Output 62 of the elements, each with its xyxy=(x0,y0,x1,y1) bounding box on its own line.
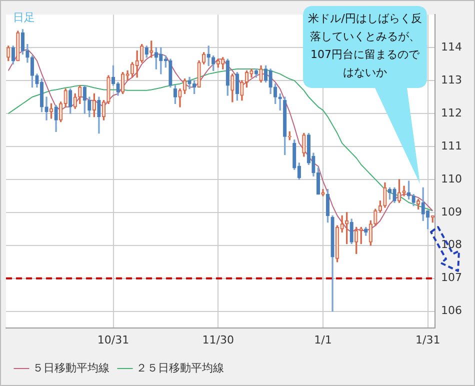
candlestick xyxy=(212,55,216,71)
candlestick xyxy=(130,62,134,78)
candlestick xyxy=(226,58,230,96)
candlestick xyxy=(406,180,411,200)
candlestick xyxy=(335,225,340,262)
candlestick xyxy=(106,75,110,104)
annotation: 米ドル/円はしばらく反落していくとみるが、107円台に留まるのではないか xyxy=(307,11,423,81)
candlestick xyxy=(354,226,358,254)
x-tick-label: 1/31 xyxy=(416,333,440,346)
x-tick-label: 10/31 xyxy=(97,333,130,346)
candlestick xyxy=(173,85,178,104)
y-tick-label: 109 xyxy=(441,205,462,218)
legend-label: ５日移動平均線 xyxy=(32,361,110,374)
candlestick xyxy=(259,65,263,83)
y-tick-label: 111 xyxy=(441,139,462,152)
candlestick xyxy=(182,78,187,94)
candlestick xyxy=(206,46,210,66)
y-tick-label: 112 xyxy=(441,106,462,120)
candlestick xyxy=(368,220,372,246)
candlestick xyxy=(416,198,420,210)
candlestick xyxy=(49,103,54,119)
candlestick xyxy=(16,30,20,62)
candlestick xyxy=(6,46,10,62)
candlestick xyxy=(54,104,58,132)
candlestick xyxy=(30,55,34,88)
candlestick xyxy=(254,68,258,78)
y-tick-label: 108 xyxy=(441,238,462,252)
candlestick xyxy=(283,96,287,156)
y-tick-label: 114 xyxy=(441,40,462,54)
candlestick xyxy=(364,226,368,236)
candlestick xyxy=(154,47,158,70)
x-tick-label: 1/1 xyxy=(314,333,332,346)
candlestick xyxy=(235,72,240,101)
candlestick xyxy=(144,46,148,58)
candlestick xyxy=(120,72,125,94)
candlestick xyxy=(44,96,48,120)
y-tick-label: 110 xyxy=(441,172,462,186)
candlestick xyxy=(330,215,334,312)
candlestick xyxy=(140,44,144,63)
candlestick xyxy=(102,100,106,120)
candlestick xyxy=(321,189,325,196)
candlestick xyxy=(421,187,425,221)
x-tick-label: 11/30 xyxy=(202,333,234,346)
y-tick-label: 107 xyxy=(441,271,462,284)
candlestick xyxy=(230,74,234,102)
candlestick xyxy=(388,187,392,200)
y-tick-label: 113 xyxy=(441,73,462,86)
candlestick xyxy=(412,194,416,206)
candlestick xyxy=(178,88,182,108)
legend-label: ２５日移動平均線 xyxy=(136,361,224,374)
candlestick xyxy=(344,212,349,244)
candlestick xyxy=(430,215,434,223)
candlestick xyxy=(350,218,354,244)
candlestick xyxy=(326,189,330,223)
candlestick xyxy=(216,58,220,68)
y-tick-label: 106 xyxy=(441,304,462,318)
candlestick xyxy=(97,96,101,134)
candlestick xyxy=(197,60,201,88)
candlestick xyxy=(192,80,196,94)
candlestick xyxy=(302,132,306,157)
candlestick xyxy=(11,46,15,64)
annotation: 日足 xyxy=(13,10,35,25)
